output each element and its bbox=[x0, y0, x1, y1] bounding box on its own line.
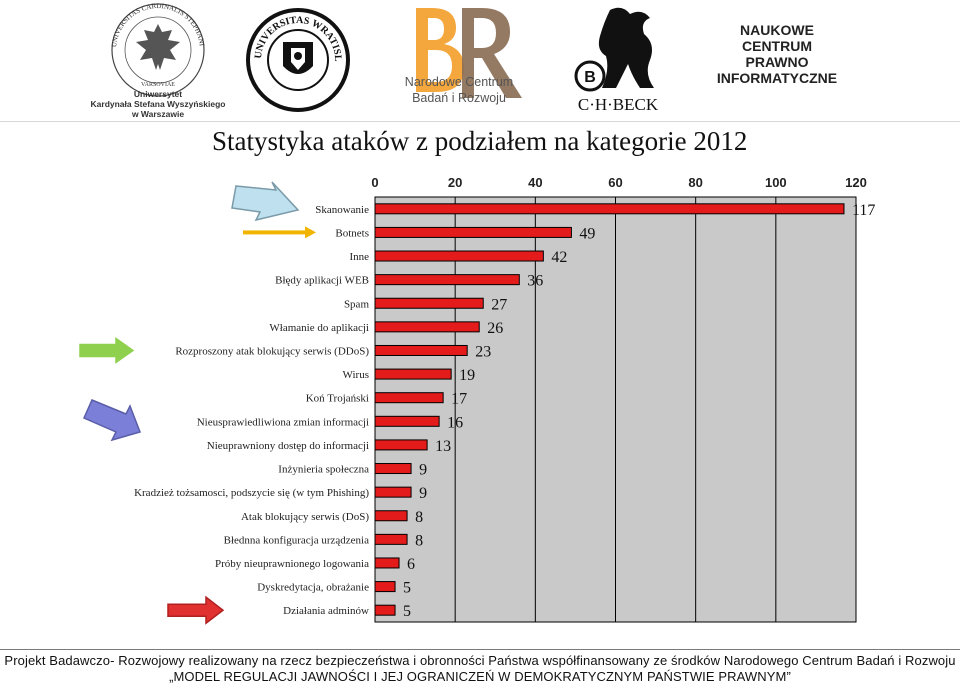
bar bbox=[374, 392, 444, 404]
x-axis-ticks: 0 20 40 60 80 100 120 bbox=[371, 175, 866, 190]
footer-divider bbox=[0, 649, 960, 650]
ncpi-logo: NAUKOWE CENTRUM PRAWNO INFORMATYCZNE bbox=[717, 22, 837, 86]
ncpi-line-3: PRAWNO bbox=[746, 54, 809, 70]
bar bbox=[374, 510, 408, 522]
value-label: 6 bbox=[407, 556, 415, 573]
x-tick-label: 80 bbox=[688, 175, 702, 190]
uksw-caption-3: w Warszawie bbox=[131, 109, 184, 119]
ncpi-line-4: INFORMATYCZNE bbox=[717, 70, 837, 86]
ncpi-line-1: NAUKOWE bbox=[740, 22, 814, 38]
value-label: 13 bbox=[435, 438, 451, 455]
value-label: 5 bbox=[403, 603, 411, 620]
svg-text:B: B bbox=[584, 69, 596, 86]
category-label: Skanowanie bbox=[315, 204, 369, 216]
bar bbox=[374, 533, 408, 545]
x-tick-label: 60 bbox=[608, 175, 622, 190]
bar bbox=[374, 344, 468, 356]
footer-line-1: Projekt Badawczo- Rozwojowy realizowany … bbox=[4, 653, 956, 668]
category-label: Botnets bbox=[335, 227, 369, 239]
bar bbox=[374, 321, 480, 333]
ncpi-line-2: CENTRUM bbox=[742, 38, 812, 54]
category-label: Włamanie do aplikacji bbox=[269, 322, 369, 334]
arrow-shape bbox=[83, 399, 141, 442]
bar bbox=[374, 604, 396, 616]
x-tick-label: 20 bbox=[448, 175, 462, 190]
value-label: 26 bbox=[487, 320, 503, 337]
value-label: 23 bbox=[475, 343, 491, 360]
category-label: Rozproszony atak blokujący serwis (DDoS) bbox=[175, 345, 369, 357]
grid-lines bbox=[374, 197, 857, 622]
value-label: 27 bbox=[491, 296, 507, 313]
bar bbox=[374, 226, 572, 238]
arrow-shape bbox=[231, 181, 300, 222]
category-label: Dyskredytacja, obrażanie bbox=[257, 582, 369, 594]
value-label: 42 bbox=[551, 249, 567, 266]
ncbr-caption-2: Badań i Rozwoju bbox=[412, 91, 506, 105]
bar bbox=[374, 557, 400, 569]
chart-title: Statystyka ataków z podziałem na kategor… bbox=[212, 126, 748, 156]
uksw-logo: UNIVERSITAS CARDINALIS STEPHANI WYSZYŃSK… bbox=[88, 0, 226, 119]
category-label: Inżynieria społeczna bbox=[278, 464, 369, 476]
category-label: Wirus bbox=[343, 369, 369, 381]
x-tick-label: 40 bbox=[528, 175, 542, 190]
footer-line-2: „MODEL REGULACJI JAWNOŚCI I JEJ OGRANICZ… bbox=[169, 669, 791, 684]
chbeck-logo: B C·H·BECK bbox=[574, 7, 659, 114]
arrow-head bbox=[305, 226, 316, 239]
value-label: 9 bbox=[419, 485, 427, 502]
category-label: Błędy aplikacji WEB bbox=[275, 275, 369, 287]
arrow-shape bbox=[167, 595, 225, 625]
uksw-caption-1: Uniwersytet bbox=[134, 89, 182, 99]
highlight-arrows bbox=[79, 181, 316, 625]
ncbr-caption-1: Narodowe Centrum bbox=[405, 75, 513, 89]
bar bbox=[374, 368, 452, 380]
category-label: Inne bbox=[349, 251, 369, 263]
category-label: Działania adminów bbox=[283, 605, 369, 617]
bar bbox=[374, 250, 544, 262]
chbeck-text: C·H·BECK bbox=[578, 95, 659, 114]
x-tick-label: 100 bbox=[765, 175, 787, 190]
sponsor-logos: UNIVERSITAS CARDINALIS STEPHANI WYSZYŃSK… bbox=[0, 0, 960, 120]
value-label: 17 bbox=[451, 391, 467, 408]
category-label: Atak blokujący serwis (DoS) bbox=[241, 511, 369, 523]
value-label: 16 bbox=[447, 414, 463, 431]
category-label: Kradzież tożsamosci, podszycie się (w ty… bbox=[134, 487, 369, 499]
value-label: 9 bbox=[419, 462, 427, 479]
uksw-caption-2: Kardynała Stefana Wyszyńskiego bbox=[91, 99, 226, 109]
ncbr-logo: Narodowe Centrum Badań i Rozwoju bbox=[405, 8, 522, 105]
category-label: Koń Trojański bbox=[306, 393, 369, 405]
value-label: 36 bbox=[527, 273, 543, 290]
uksw-motto: VARSOVIAE bbox=[141, 82, 175, 88]
bar bbox=[374, 203, 845, 215]
bar bbox=[374, 439, 428, 451]
uwr-logo: UNIVERSITAS WRATISLAVIENSIS bbox=[243, 0, 350, 112]
arrow-shape bbox=[79, 337, 135, 364]
value-label: 19 bbox=[459, 367, 475, 384]
value-label: 8 bbox=[415, 509, 423, 526]
bar bbox=[374, 486, 412, 498]
value-label: 117 bbox=[852, 202, 875, 219]
category-label: Próby nieuprawnionego logowania bbox=[215, 558, 369, 570]
bar bbox=[374, 415, 440, 427]
value-label: 8 bbox=[415, 532, 423, 549]
category-label: Nieuprawniony dostęp do informacji bbox=[207, 440, 369, 452]
bar bbox=[374, 581, 396, 593]
category-label: Nieusprawiedliwiona zmian informacji bbox=[197, 416, 369, 428]
bars bbox=[374, 203, 845, 616]
bar bbox=[374, 274, 520, 286]
arrow-shape bbox=[243, 230, 305, 235]
category-label: Spam bbox=[344, 298, 370, 310]
x-tick-label: 0 bbox=[371, 175, 378, 190]
bar bbox=[374, 463, 412, 475]
value-label: 5 bbox=[403, 580, 411, 597]
value-label: 49 bbox=[579, 225, 595, 242]
x-tick-label: 120 bbox=[845, 175, 867, 190]
category-labels: Skanowanie Botnets Inne Błędy aplikacji WEB… bbox=[134, 204, 369, 617]
bar bbox=[374, 297, 484, 309]
header-divider bbox=[0, 121, 960, 122]
category-label: Błednna konfiguracja urządzenia bbox=[224, 534, 369, 546]
